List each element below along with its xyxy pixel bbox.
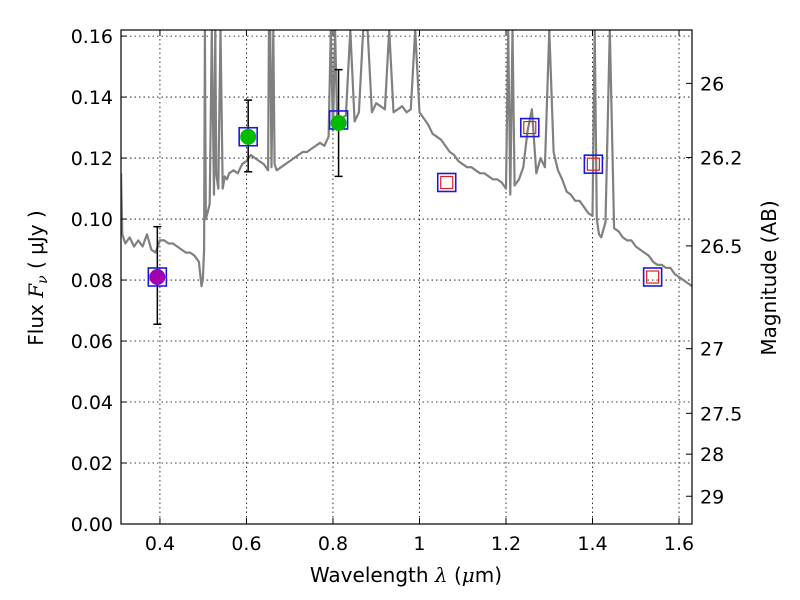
right-tick-label: 26.5	[700, 236, 742, 258]
right-tick-label: 27.5	[700, 403, 742, 425]
right-tick-label: 29	[700, 486, 724, 508]
model-box-u-band	[147, 267, 168, 287]
model-flux-inner-JH-band	[586, 157, 600, 171]
model-box-J-band	[519, 117, 540, 138]
right-tick-label: 28	[700, 444, 724, 466]
data-point-u-band	[149, 269, 166, 285]
y-tick-label: 0.04	[71, 392, 113, 414]
right-tick-label: 27	[700, 339, 724, 361]
y-axis-label: Flux Fν ( μJy )	[24, 210, 51, 345]
y-tick-label: 0.10	[71, 209, 113, 231]
y-tick-label: 0.00	[71, 514, 113, 536]
grid-lines	[121, 30, 692, 525]
x-tick-label: 0.8	[318, 533, 348, 555]
y-tick-label: 0.06	[71, 331, 113, 353]
model-box-Y-band	[436, 172, 457, 193]
tick-layer: 0.4 0.6 0.8 1 1.2 1.4 1.6 0.00 0.02 0.04 0.06 0.08 0…	[71, 26, 743, 555]
plot-frame	[120, 29, 693, 525]
x-axis-label: Wavelength λ (μm)	[310, 563, 502, 587]
model-box-V-band	[238, 126, 258, 147]
right-axis-label: Magnitude (AB)	[757, 200, 781, 355]
data-point-V-band	[240, 128, 257, 145]
model-flux-inner-Y-band	[440, 175, 454, 190]
x-tick-label: 1	[413, 533, 425, 555]
x-tick-label: 0.4	[145, 533, 175, 555]
marker-layer	[147, 68, 663, 326]
x-tick-label: 1.2	[491, 533, 521, 555]
right-tick-label: 26	[700, 73, 724, 95]
model-flux-inner-J-band	[523, 120, 537, 135]
model-box-H-band	[642, 267, 663, 287]
y-tick-label: 0.16	[71, 26, 113, 48]
y-tick-label: 0.08	[71, 270, 113, 292]
y-tick-label: 0.12	[71, 148, 113, 170]
series-line-model-sed	[121, 30, 692, 288]
y-tick-label: 0.14	[71, 87, 113, 109]
series-layer	[121, 30, 692, 288]
data-point-i-band	[330, 115, 347, 132]
x-tick-label: 1.6	[664, 533, 694, 555]
x-tick-label: 0.6	[231, 533, 261, 555]
x-tick-label: 1.4	[577, 533, 607, 555]
model-box-JH-band	[583, 154, 604, 174]
model-flux-inner-H-band	[646, 270, 660, 284]
right-tick-label: 26.2	[700, 147, 742, 169]
y-tick-label: 0.02	[71, 453, 113, 475]
